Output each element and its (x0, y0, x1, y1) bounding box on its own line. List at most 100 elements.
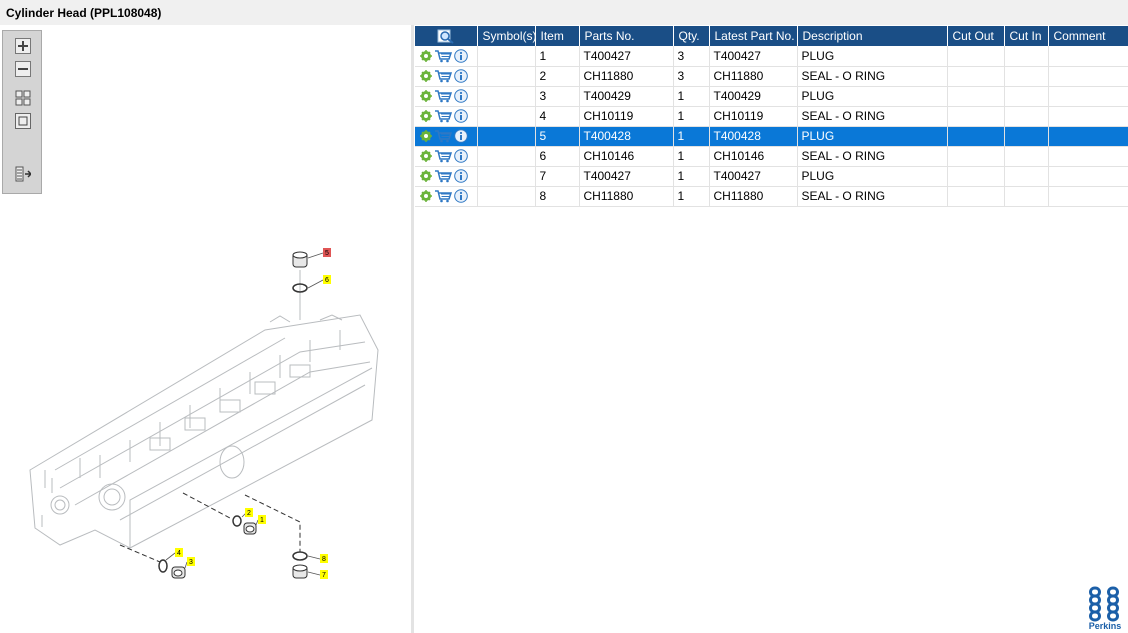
symbols-cell (477, 126, 535, 146)
gear-icon[interactable] (420, 50, 432, 62)
info-icon[interactable] (454, 149, 468, 163)
cut-out-cell (947, 46, 1004, 66)
cut-in-cell (1004, 186, 1048, 206)
column-header-description[interactable]: Description (797, 26, 947, 46)
search-parts-icon[interactable] (437, 28, 455, 44)
info-icon[interactable] (454, 89, 468, 103)
shopping-cart-icon[interactable] (434, 189, 452, 203)
symbols-cell (477, 146, 535, 166)
callout-5[interactable]: 5 (323, 248, 331, 257)
callout-6[interactable]: 6 (323, 275, 331, 284)
window-title: Cylinder Head (PPL108048) (6, 6, 161, 20)
svg-text:3: 3 (189, 559, 193, 566)
gear-icon[interactable] (420, 90, 432, 102)
info-icon[interactable] (454, 129, 468, 143)
comment-cell (1048, 166, 1128, 186)
column-header-item[interactable]: Item (535, 26, 579, 46)
description-cell: PLUG (797, 126, 947, 146)
symbols-cell (477, 66, 535, 86)
column-header-symbols[interactable]: Symbol(s) (477, 26, 535, 46)
latest-part-no-cell: CH10119 (709, 106, 797, 126)
parts-no-cell: CH11880 (579, 66, 673, 86)
fit-window-icon[interactable] (15, 113, 31, 129)
callout-2[interactable]: 2 (245, 508, 253, 517)
shopping-cart-icon[interactable] (434, 129, 452, 143)
logo-text: Perkins (1089, 621, 1122, 631)
shopping-cart-icon[interactable] (434, 69, 452, 83)
info-icon[interactable] (454, 169, 468, 183)
gear-icon[interactable] (420, 170, 432, 182)
symbols-cell (477, 86, 535, 106)
svg-text:7: 7 (322, 572, 326, 579)
table-row[interactable]: 5 T400428 1 T400428 PLUG (415, 126, 1128, 146)
info-icon[interactable] (454, 109, 468, 123)
table-row[interactable]: 2 CH11880 3 CH11880 SEAL - O RING (415, 66, 1128, 86)
row-actions (419, 49, 477, 63)
row-actions (419, 69, 477, 83)
table-row[interactable]: 6 CH10146 1 CH10146 SEAL - O RING (415, 146, 1128, 166)
shopping-cart-icon[interactable] (434, 109, 452, 123)
table-row[interactable]: 4 CH10119 1 CH10119 SEAL - O RING (415, 106, 1128, 126)
item-cell: 2 (535, 66, 579, 86)
qty-cell: 1 (673, 186, 709, 206)
cut-in-cell (1004, 126, 1048, 146)
shopping-cart-icon[interactable] (434, 149, 452, 163)
table-row[interactable]: 8 CH11880 1 CH11880 SEAL - O RING (415, 186, 1128, 206)
gear-icon[interactable] (420, 150, 432, 162)
comment-cell (1048, 126, 1128, 146)
table-row[interactable]: 7 T400427 1 T400427 PLUG (415, 166, 1128, 186)
fit-all-icon[interactable] (15, 90, 31, 106)
row-actions (419, 129, 477, 143)
info-icon[interactable] (454, 49, 468, 63)
qty-cell: 1 (673, 106, 709, 126)
info-icon[interactable] (454, 189, 468, 203)
cut-in-cell (1004, 86, 1048, 106)
gear-icon[interactable] (420, 70, 432, 82)
zoom-in-icon[interactable] (15, 38, 31, 54)
row-actions (419, 109, 477, 123)
info-icon[interactable] (454, 69, 468, 83)
column-header-actions[interactable] (415, 26, 477, 46)
shopping-cart-icon[interactable] (434, 89, 452, 103)
description-cell: PLUG (797, 46, 947, 66)
column-header-qty[interactable]: Qty. (673, 26, 709, 46)
gear-icon[interactable] (420, 190, 432, 202)
comment-cell (1048, 106, 1128, 126)
exploded-diagram[interactable]: 1 2 3 4 5 6 7 8 (0, 200, 411, 610)
export-list-icon[interactable] (15, 166, 31, 182)
cut-in-cell (1004, 166, 1048, 186)
svg-text:8: 8 (322, 556, 326, 563)
table-row[interactable]: 1 T400427 3 T400427 PLUG (415, 46, 1128, 66)
shopping-cart-icon[interactable] (434, 49, 452, 63)
callout-7[interactable]: 7 (320, 570, 328, 579)
callout-1[interactable]: 1 (258, 515, 266, 524)
callout-8[interactable]: 8 (320, 554, 328, 563)
column-header-parts-no[interactable]: Parts No. (579, 26, 673, 46)
parts-no-cell: CH10146 (579, 146, 673, 166)
callout-4[interactable]: 4 (175, 548, 183, 557)
row-actions (419, 149, 477, 163)
column-header-cut-in[interactable]: Cut In (1004, 26, 1048, 46)
column-header-comment[interactable]: Comment (1048, 26, 1128, 46)
symbols-cell (477, 106, 535, 126)
table-header: Symbol(s) Item Parts No. Qty. Latest Par… (415, 26, 1128, 46)
latest-part-no-cell: T400428 (709, 126, 797, 146)
description-cell: SEAL - O RING (797, 146, 947, 166)
cut-in-cell (1004, 66, 1048, 86)
svg-text:6: 6 (325, 277, 329, 284)
column-header-cut-out[interactable]: Cut Out (947, 26, 1004, 46)
zoom-out-icon[interactable] (15, 61, 31, 77)
parts-no-cell: T400427 (579, 166, 673, 186)
callout-3[interactable]: 3 (187, 557, 195, 566)
column-header-latest-part-no[interactable]: Latest Part No. (709, 26, 797, 46)
row-actions (419, 169, 477, 183)
row-actions (419, 89, 477, 103)
comment-cell (1048, 86, 1128, 106)
description-cell: PLUG (797, 86, 947, 106)
latest-part-no-cell: CH11880 (709, 186, 797, 206)
gear-icon[interactable] (420, 130, 432, 142)
qty-cell: 3 (673, 66, 709, 86)
gear-icon[interactable] (420, 110, 432, 122)
table-row[interactable]: 3 T400429 1 T400429 PLUG (415, 86, 1128, 106)
shopping-cart-icon[interactable] (434, 169, 452, 183)
